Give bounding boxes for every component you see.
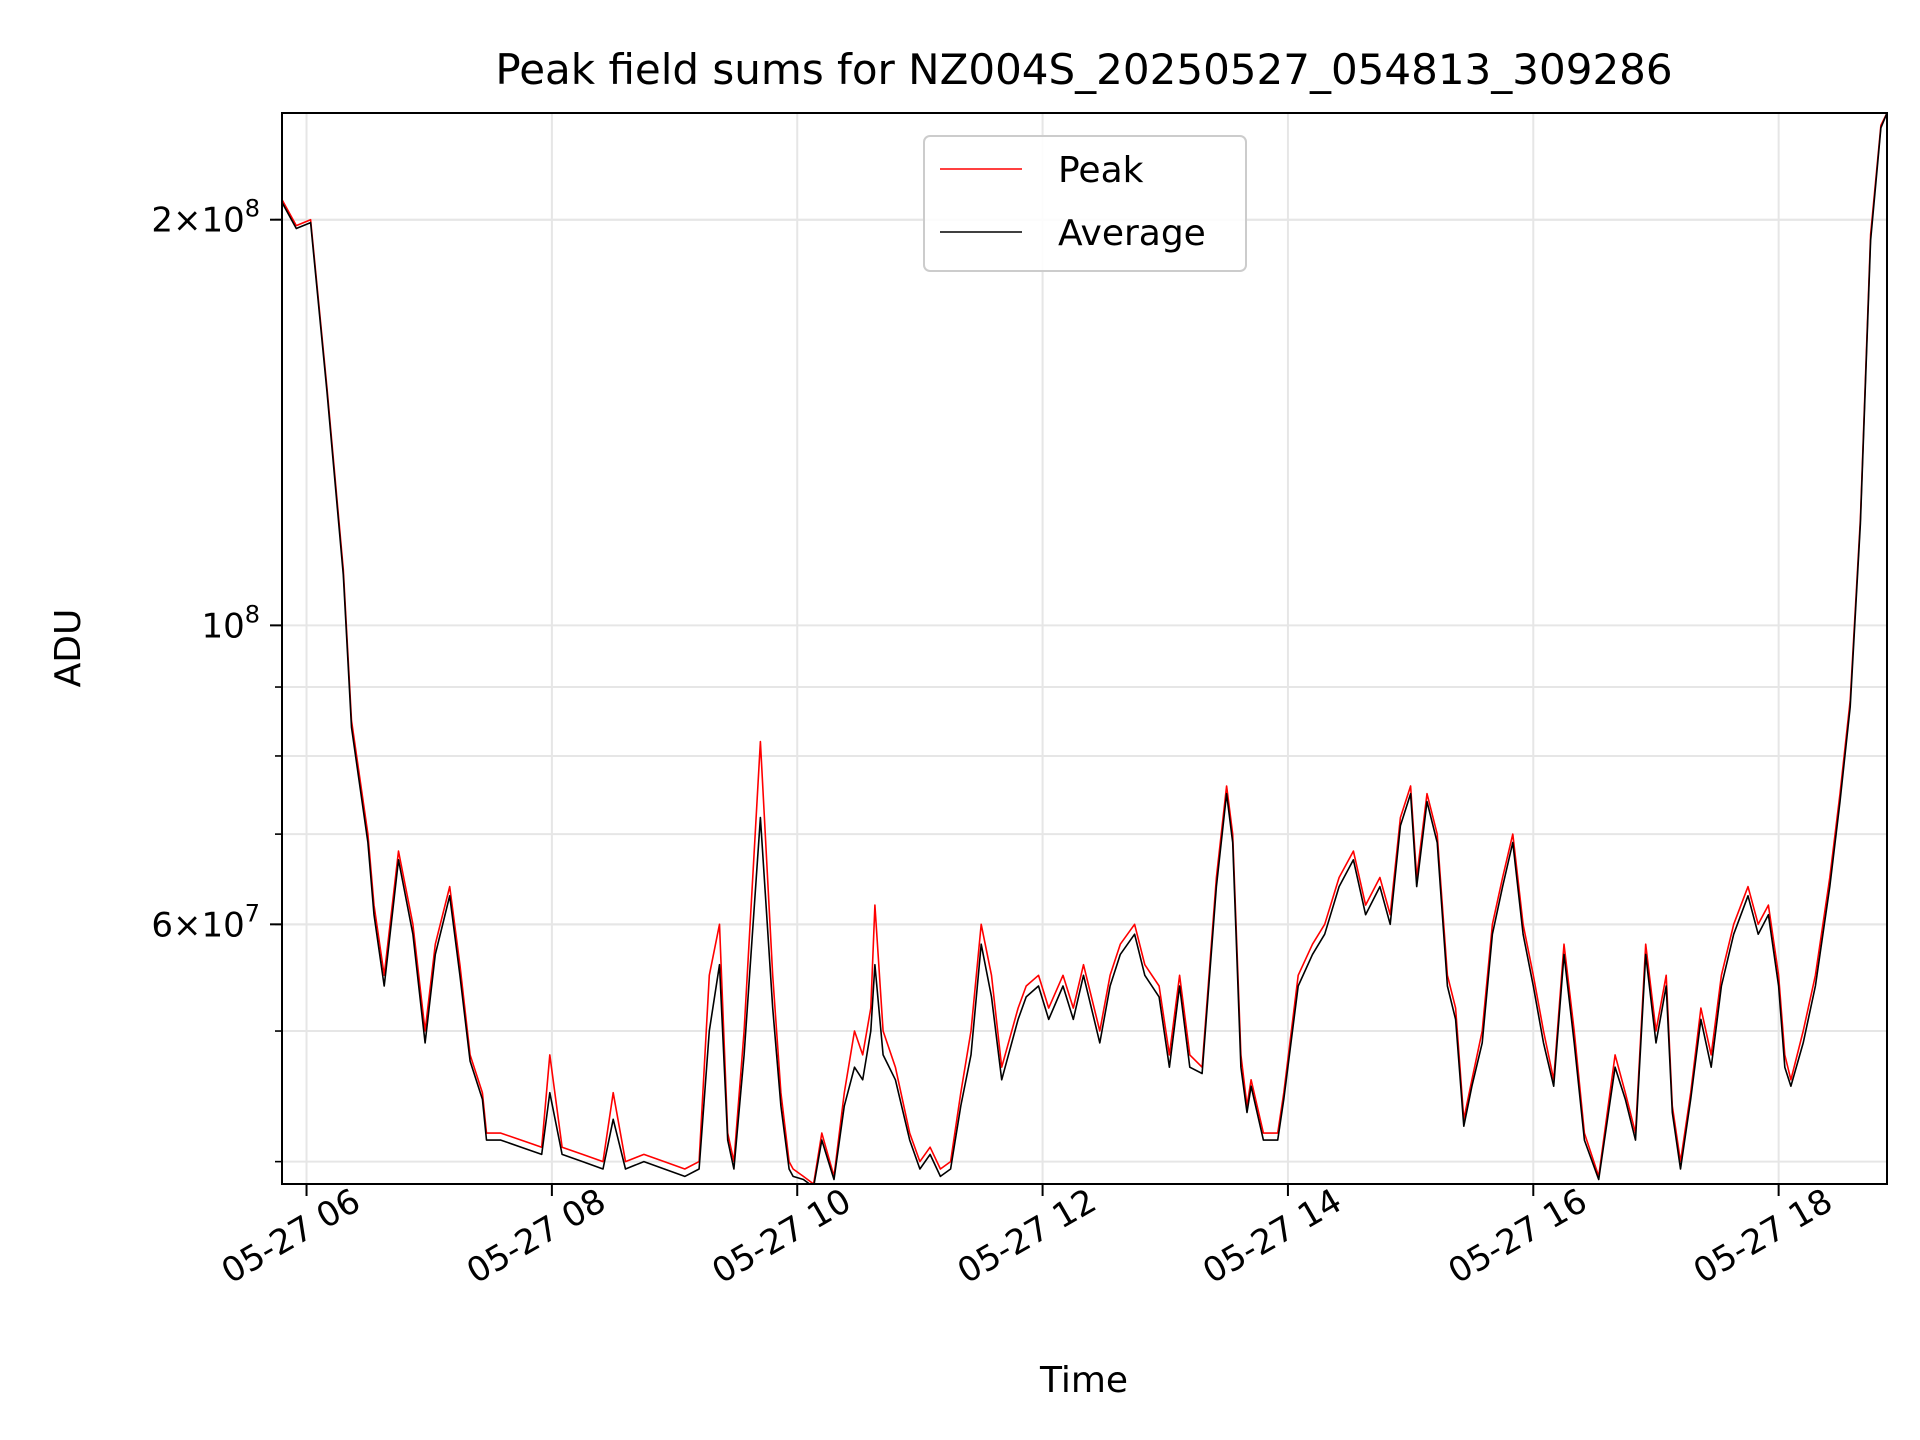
legend-label-peak: Peak xyxy=(1058,150,1144,191)
series-line-peak xyxy=(282,113,1887,1184)
y-axis-label: ADU xyxy=(48,609,89,688)
legend: Peak Average xyxy=(923,135,1247,272)
y-tick-label: 2×108 xyxy=(151,195,260,241)
plot-lines xyxy=(282,113,1887,1184)
y-tick-label: 108 xyxy=(201,600,260,646)
y-tick-label: 6×107 xyxy=(151,899,260,945)
chart-title: Peak field sums for NZ004S_20250527_0548… xyxy=(495,45,1672,94)
series-line-average xyxy=(282,113,1887,1184)
x-axis-label: Time xyxy=(1039,1360,1128,1401)
plot-frame xyxy=(281,112,1888,1185)
legend-label-average: Average xyxy=(1058,213,1206,254)
